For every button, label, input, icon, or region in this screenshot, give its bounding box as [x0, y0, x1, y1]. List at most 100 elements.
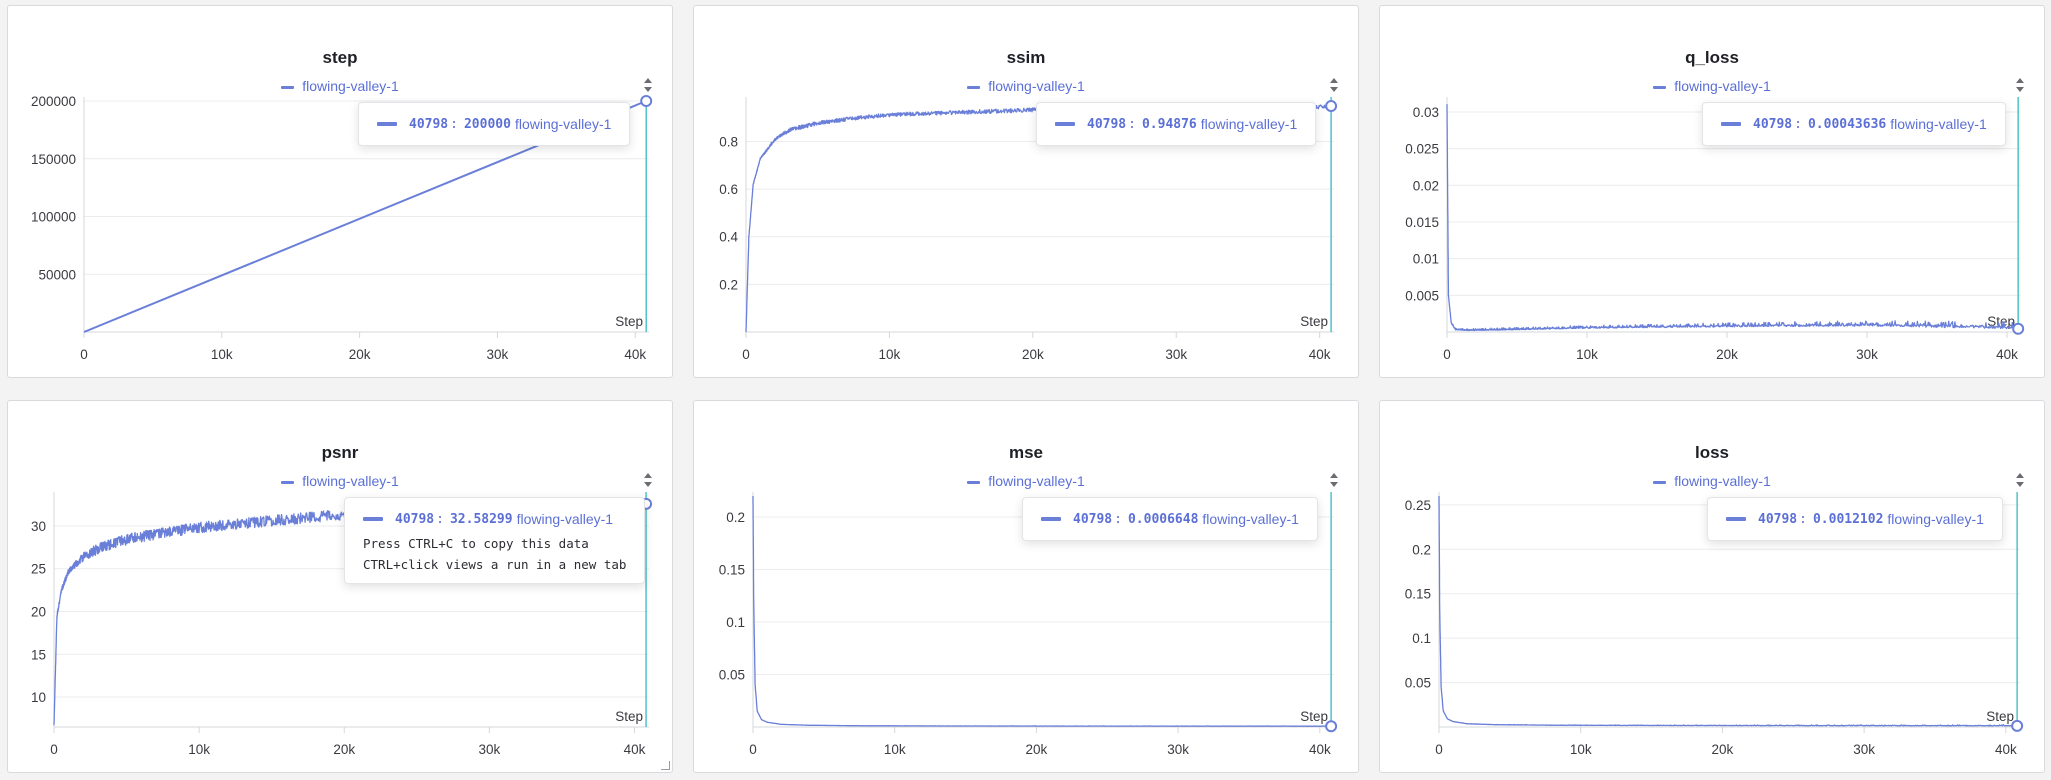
chart-panel-psnr[interactable]: psnr flowing-valley-1 10 15 20 25 30 0 10k 20k 3… — [7, 400, 673, 773]
tooltip-run: flowing-valley-1 — [1200, 116, 1298, 132]
tooltip-run: flowing-valley-1 — [514, 116, 612, 132]
tooltip-step: 40798 — [1073, 511, 1113, 527]
legend-swatch — [281, 85, 295, 89]
y-tick-label: 50000 — [38, 267, 76, 282]
y-tick-label: 0.15 — [1405, 587, 1431, 602]
y-tick-label: 0.15 — [719, 563, 745, 578]
tooltip-step: 40798 — [395, 511, 435, 527]
y-tick-label: 15 — [31, 647, 46, 662]
chart-title: ssim — [1006, 48, 1046, 67]
x-tick-label: 30k — [478, 742, 500, 757]
line-plot[interactable]: 0.05 0.1 0.15 0.2 0 10k 20k 30k 40k Step — [694, 401, 1359, 773]
tooltip-step: 40798 — [409, 116, 449, 132]
y-tick-label: 25 — [31, 562, 46, 577]
tooltip-value: 0.00043636 — [1807, 116, 1887, 132]
y-tick-label: 0.01 — [1413, 252, 1439, 267]
sort-icon[interactable] — [1328, 76, 1340, 94]
x-tick-label: 10k — [884, 742, 906, 757]
hover-tooltip: 40798:200000 flowing-valley-1 — [358, 102, 631, 146]
sort-icon[interactable] — [2014, 76, 2026, 94]
tooltip-value: 200000 — [463, 116, 511, 132]
x-tick-label: 10k — [1570, 742, 1592, 757]
tooltip-value: 0.94876 — [1141, 116, 1197, 132]
sort-icon[interactable] — [2014, 471, 2026, 489]
x-tick-label: 20k — [333, 742, 355, 757]
chart-panel-mse[interactable]: mse flowing-valley-1 0.05 0.1 0.15 0.2 0 10k 2… — [693, 400, 1359, 773]
sort-icon[interactable] — [642, 471, 654, 489]
x-tick-label: 20k — [1712, 742, 1734, 757]
legend[interactable]: flowing-valley-1 — [1380, 473, 2044, 489]
legend[interactable]: flowing-valley-1 — [8, 78, 672, 94]
y-tick-label: 0.2 — [719, 277, 738, 292]
x-tick-label: 30k — [1165, 347, 1187, 362]
tooltip-step: 40798 — [1758, 511, 1798, 527]
x-axis-label: Step — [1986, 709, 2014, 724]
y-tick-label: 200000 — [31, 94, 76, 109]
x-tick-label: 30k — [1853, 742, 1875, 757]
y-tick-label: 0.03 — [1413, 105, 1439, 120]
legend-label: flowing-valley-1 — [988, 78, 1085, 94]
x-tick-label: 40k — [624, 347, 646, 362]
y-tick-label: 0.1 — [1412, 631, 1431, 646]
x-tick-label: 20k — [1022, 347, 1044, 362]
y-tick-label: 0.005 — [1405, 288, 1439, 303]
hover-tooltip: 40798:0.0006648 flowing-valley-1 — [1022, 497, 1318, 541]
line-plot[interactable]: 50000 100000 150000 200000 0 10k 20k 30k 40k Step — [8, 6, 673, 378]
legend-label: flowing-valley-1 — [1674, 78, 1771, 94]
sort-icon[interactable] — [642, 76, 654, 94]
sort-icon[interactable] — [1328, 471, 1340, 489]
legend-label: flowing-valley-1 — [988, 473, 1085, 489]
x-tick-label: 30k — [1167, 742, 1189, 757]
x-tick-label: 30k — [1856, 347, 1878, 362]
legend-swatch — [281, 480, 295, 484]
line-plot[interactable]: 0.2 0.4 0.6 0.8 0 10k 20k 30k 40k Step — [694, 6, 1359, 378]
y-tick-label: 0.05 — [1405, 676, 1431, 691]
hover-tooltip: 40798:0.00043636 flowing-valley-1 — [1702, 102, 2006, 146]
x-tick-label: 10k — [879, 347, 901, 362]
chart-panel-step[interactable]: step flowing-valley-1 50000 100000 150000 2… — [7, 5, 673, 378]
legend[interactable]: flowing-valley-1 — [1380, 78, 2044, 94]
legend-swatch — [967, 480, 981, 484]
tooltip-swatch — [363, 517, 383, 521]
y-tick-label: 30 — [31, 519, 46, 534]
chart-panel-ssim[interactable]: ssim flowing-valley-1 0.2 0.4 0.6 0.8 0 10k 20… — [693, 5, 1359, 378]
x-tick-label: 0 — [80, 347, 88, 362]
chart-title: mse — [1008, 443, 1044, 462]
tooltip-swatch — [1041, 517, 1061, 521]
x-axis-label: Step — [615, 314, 643, 329]
y-tick-label: 100000 — [31, 210, 76, 225]
x-tick-label: 0 — [50, 742, 58, 757]
legend[interactable]: flowing-valley-1 — [8, 473, 672, 489]
hover-tooltip: 40798:0.94876 flowing-valley-1 — [1036, 102, 1317, 146]
x-tick-label: 40k — [1996, 347, 2018, 362]
chart-panel-q-loss[interactable]: q_loss flowing-valley-1 0.005 0.01 0.015 0.… — [1379, 5, 2045, 378]
tooltip-step: 40798 — [1087, 116, 1127, 132]
y-tick-label: 10 — [31, 690, 46, 705]
y-tick-label: 0.015 — [1405, 215, 1439, 230]
hover-point — [2012, 322, 2025, 335]
resize-handle[interactable] — [661, 761, 670, 770]
tooltip-swatch — [1726, 517, 1746, 521]
tooltip-value: 0.0012102 — [1812, 511, 1884, 527]
x-tick-label: 40k — [1309, 742, 1331, 757]
x-tick-label: 0 — [742, 347, 750, 362]
line-plot[interactable]: 10 15 20 25 30 0 10k 20k 30k 40k Step — [8, 401, 673, 773]
x-axis-label: Step — [615, 709, 643, 724]
x-tick-label: 0 — [749, 742, 757, 757]
x-tick-label: 10k — [188, 742, 210, 757]
chart-title: psnr — [321, 443, 359, 462]
chart-panel-loss[interactable]: loss flowing-valley-1 0.05 0.1 0.15 0.2 0.25… — [1379, 400, 2045, 773]
legend-label: flowing-valley-1 — [302, 78, 399, 94]
x-tick-label: 0 — [1443, 347, 1451, 362]
tooltip-value: 0.0006648 — [1127, 511, 1199, 527]
legend[interactable]: flowing-valley-1 — [694, 473, 1358, 489]
line-plot[interactable]: 0.05 0.1 0.15 0.2 0.25 0 10k 20k 30k 40k Step — [1380, 401, 2045, 773]
line-plot[interactable]: 0.005 0.01 0.015 0.02 0.025 0.03 0 10k 20k 30k 40k… — [1380, 6, 2045, 378]
legend-swatch — [967, 85, 981, 89]
series-line — [752, 496, 1332, 727]
y-tick-label: 150000 — [31, 152, 76, 167]
tooltip-run: flowing-valley-1 — [516, 511, 614, 527]
legend[interactable]: flowing-valley-1 — [694, 78, 1358, 94]
y-tick-label: 0.8 — [719, 134, 738, 149]
y-tick-label: 0.02 — [1413, 178, 1439, 193]
